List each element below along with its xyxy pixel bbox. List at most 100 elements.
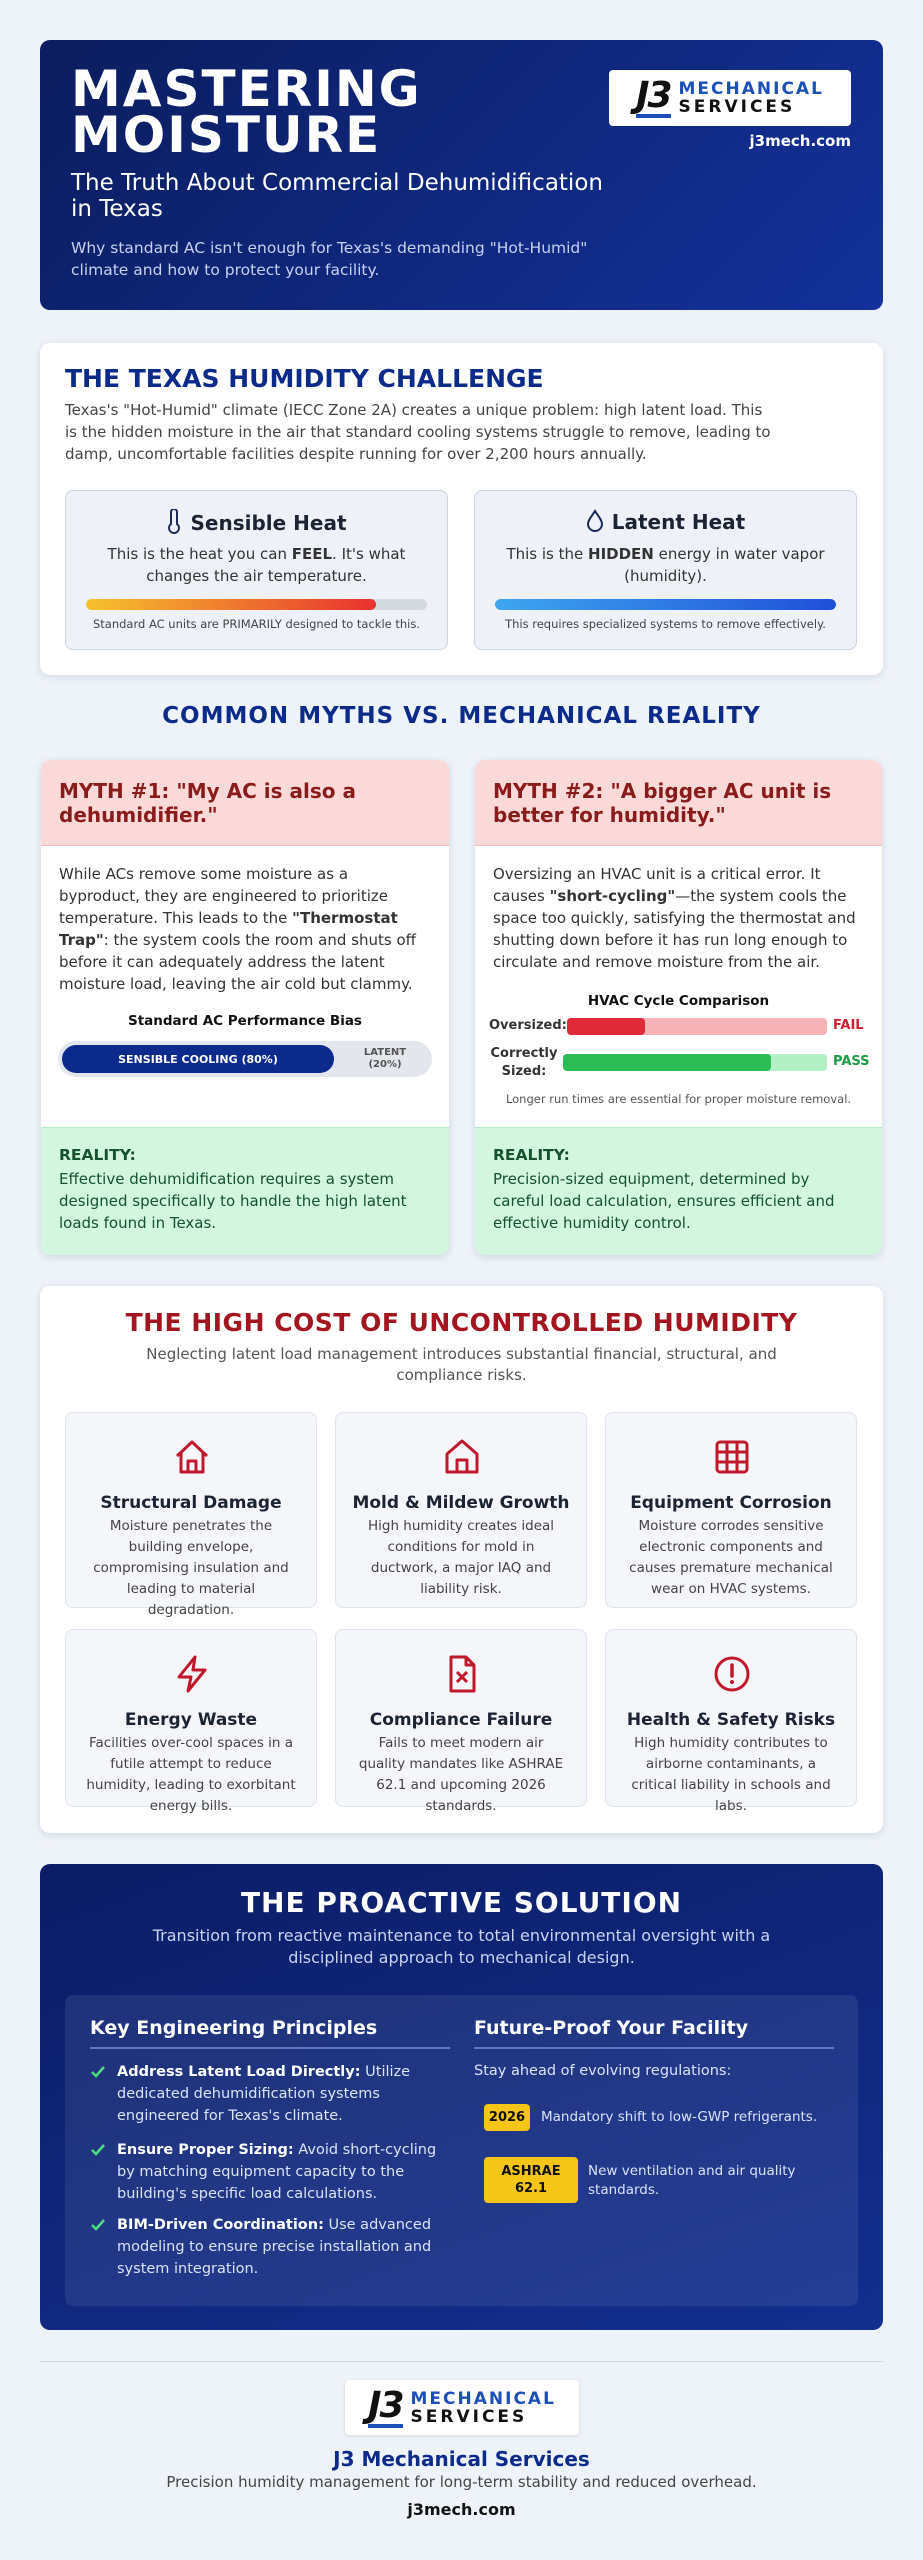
future-text: Mandatory shift to low-GWP refrigerants. <box>541 2109 818 2125</box>
cost-text: High humidity contributes to airborne co… <box>631 1735 831 1814</box>
cost-text: Moisture penetrates the building envelop… <box>93 1518 289 1618</box>
cycle-track <box>567 1018 827 1035</box>
myth-header: MYTH #2: "A bigger AC unit is better for… <box>475 760 882 846</box>
chart-note: Longer run times are essential for prope… <box>505 1092 852 1106</box>
cost-title: Equipment Corrosion <box>630 1493 832 1513</box>
cost-card: Structural Damage Moisture penetrates th… <box>65 1412 317 1618</box>
section-title: COMMON MYTHS VS. MECHANICAL REALITY <box>162 703 761 729</box>
future-intro: Stay ahead of evolving regulations: <box>474 2063 732 2079</box>
row-label: Correctly Sized: <box>490 1046 558 1079</box>
bar-fill <box>86 599 376 610</box>
logo-text: SERVICES <box>410 2406 528 2427</box>
logo-text: MECHANICAL <box>678 79 824 99</box>
bias-rest: LATENT (20%) <box>363 1047 407 1070</box>
reality-label: REALITY: <box>493 1146 570 1164</box>
challenge-section: THE TEXAS HUMIDITY CHALLENGE Texas's "Ho… <box>40 343 883 675</box>
card-text: This is the heat you can FEEL. It's what… <box>96 543 417 587</box>
card-note: This requires specialized systems to rem… <box>505 617 826 631</box>
title: MASTERING MOISTURE <box>71 60 422 164</box>
text: Address Latent Load Directly: <box>117 2064 361 2080</box>
reality: REALITY: Effective dehumidification requ… <box>41 1127 449 1255</box>
text: FEEL <box>291 545 333 563</box>
cost-title: Health & Safety Risks <box>626 1710 836 1730</box>
text: : the system cools the room and shuts of… <box>59 931 416 993</box>
logo-text: SERVICES <box>678 97 796 117</box>
row-label: Oversized: <box>489 1018 567 1033</box>
card-title: Sensible Heat <box>66 508 447 535</box>
myth-card: MYTH #2: "A bigger AC unit is better for… <box>475 760 882 1255</box>
cost-title: Structural Damage <box>100 1493 282 1513</box>
intro: Texas's "Hot-Humid" climate (IECC Zone 2… <box>65 401 771 463</box>
text: HIDDEN <box>588 545 654 563</box>
myth-title: MYTH #2: "A bigger AC unit is better for… <box>493 779 832 827</box>
text: Oversizing an HVAC unit is a critical er… <box>493 865 821 905</box>
section-title: THE PROACTIVE SOLUTION <box>240 1886 683 1919</box>
myth-header: MYTH #1: "My AC is also a dehumidifier." <box>41 760 449 846</box>
principle: Ensure Proper Sizing: Avoid short-cyclin… <box>90 2139 450 2205</box>
text: Avoid short-cycling by matching equipmen… <box>117 2142 437 2202</box>
myth-title: MYTH #1: "My AC is also a dehumidifier." <box>59 779 356 827</box>
logo-text: MECHANICAL <box>410 2388 556 2409</box>
myth-text: Oversizing an HVAC unit is a critical er… <box>493 863 864 973</box>
card-note: Standard AC units are PRIMARILY designed… <box>92 617 421 631</box>
reality-text: Effective dehumidification requires a sy… <box>59 1170 407 1232</box>
reality: REALITY: Precision-sized equipment, dete… <box>475 1127 882 1255</box>
column-title: Key Engineering Principles <box>90 2017 450 2049</box>
logo-mark: J3 <box>368 2384 405 2428</box>
check-icon <box>91 2219 105 2231</box>
cost-text: Moisture corrodes sensitive electronic c… <box>629 1518 833 1597</box>
reality-label: REALITY: <box>59 1146 136 1164</box>
cycle-fill <box>563 1054 771 1071</box>
info-card: Sensible Heat This is the heat you can F… <box>65 490 448 650</box>
card-text: This is the HIDDEN energy in water vapor… <box>505 543 826 587</box>
text: . It's what changes the air temperature. <box>146 545 406 585</box>
myth-text: While ACs remove some moisture as a bypr… <box>59 863 431 995</box>
cost-title: Compliance Failure <box>369 1710 553 1730</box>
section-title: THE TEXAS HUMIDITY CHALLENGE <box>65 364 544 393</box>
bar-track <box>86 599 427 610</box>
divider <box>40 2361 883 2362</box>
badge: ASHRAE 62.1 <box>484 2157 578 2203</box>
document-icon <box>449 1655 476 1693</box>
tagline: Precision humidity management for long-t… <box>166 2473 757 2491</box>
cost-card: Health & Safety Risks High humidity cont… <box>605 1629 857 1814</box>
cost-title: Energy Waste <box>124 1710 258 1730</box>
logo: J3 MECHANICAL SERVICES <box>345 2380 579 2435</box>
bolt-icon <box>177 1655 207 1693</box>
cost-card: Energy Waste Facilities over-cool spaces… <box>65 1629 317 1814</box>
bias-main: SENSIBLE COOLING (80%) <box>62 1045 334 1073</box>
chart-title: Standard AC Performance Bias <box>128 1013 362 1029</box>
grid-icon <box>715 1440 749 1474</box>
info-card: Latent Heat This is the HIDDEN energy in… <box>474 490 857 650</box>
house-icon <box>175 1440 209 1474</box>
cost-title: Mold & Mildew Growth <box>352 1493 570 1513</box>
text: "Thermostat Trap" <box>59 909 398 949</box>
text: This is the heat you can <box>107 545 292 563</box>
logo-mark: J3 <box>636 75 673 118</box>
solution-panel: Key Engineering Principles Address Laten… <box>65 1995 858 2306</box>
costs-section: THE HIGH COST OF UNCONTROLLED HUMIDITY N… <box>40 1286 883 1833</box>
text: Utilize dedicated dehumidification syste… <box>117 2064 411 2124</box>
header: MASTERING MOISTURE The Truth About Comme… <box>40 40 883 310</box>
row-result: PASS <box>833 1054 870 1069</box>
cost-card: Mold & Mildew Growth High humidity creat… <box>335 1412 587 1608</box>
reality-text: Precision-sized equipment, determined by… <box>493 1170 835 1232</box>
website: j3mech.com <box>407 2500 516 2519</box>
bar-fill <box>495 599 836 610</box>
intro: Neglecting latent load management introd… <box>146 1345 777 1384</box>
column-title: Future-Proof Your Facility <box>474 2017 834 2049</box>
cost-text: High humidity creates ideal conditions f… <box>367 1518 555 1597</box>
alert-icon <box>714 1656 750 1692</box>
droplet-icon <box>586 509 603 532</box>
logo: J3 MECHANICAL SERVICES <box>609 70 851 126</box>
principle: BIM-Driven Coordination: Use advanced mo… <box>90 2214 450 2280</box>
future-text: New ventilation and air quality standard… <box>588 2163 796 2198</box>
check-icon <box>91 2144 105 2156</box>
intro: Transition from reactive maintenance to … <box>152 1926 771 1967</box>
cost-text: Fails to meet modern air quality mandate… <box>358 1735 564 1814</box>
text: —the system cools the space too quickly,… <box>493 887 856 971</box>
text: This is the <box>506 545 589 563</box>
card-title: Latent Heat <box>475 509 856 534</box>
